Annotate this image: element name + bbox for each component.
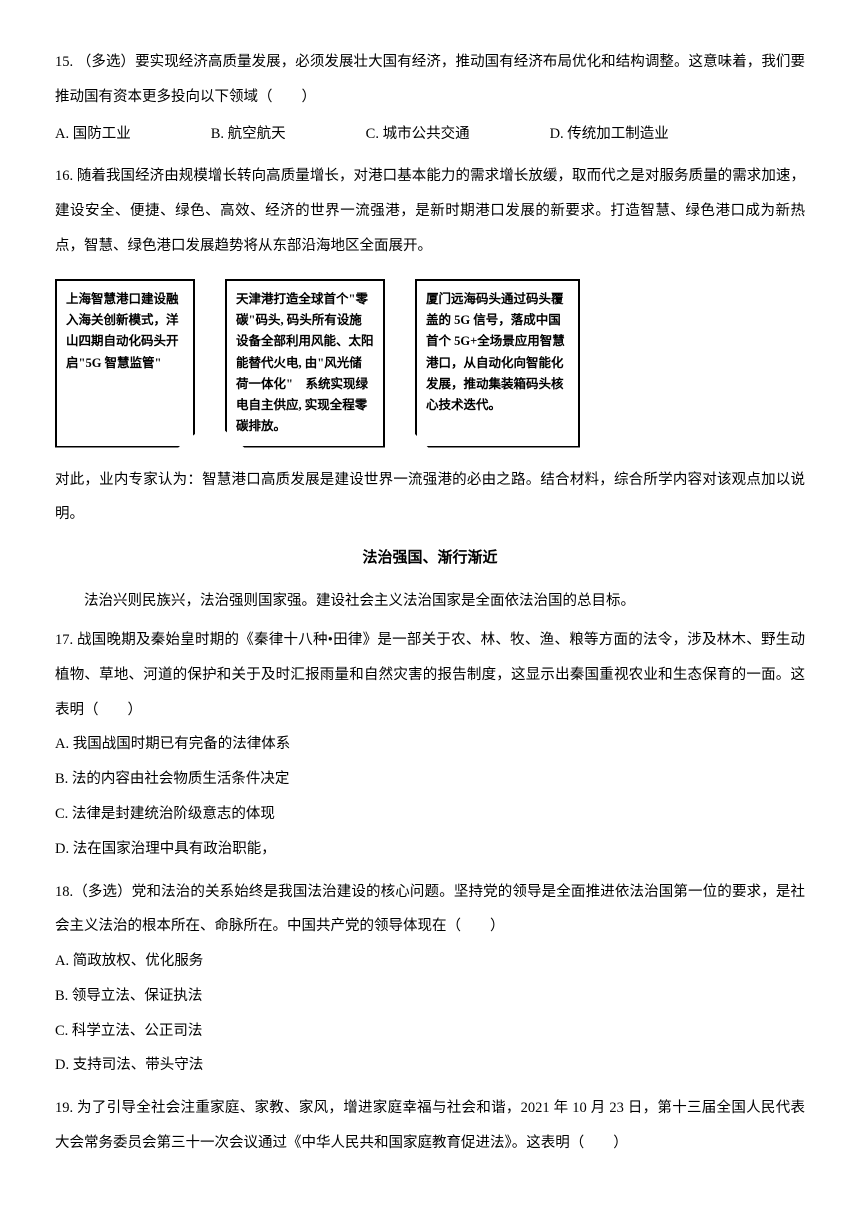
section-intro: 法治兴则民族兴，法治强则国家强。建设社会主义法治国家是全面依法治国的总目标。 [55,584,805,619]
q18-options: A. 简政放权、优化服务 B. 领导立法、保证执法 C. 科学立法、公正司法 D… [55,944,805,1083]
q18-opt-b: B. 领导立法、保证执法 [55,979,805,1014]
card-shanghai: 上海智慧港口建设融入海关创新模式，洋山四期自动化码头开启"5G 智慧监管" [55,279,195,448]
question-16: 16. 随着我国经济由规模增长转向高质量增长，对港口基本能力的需求增长放缓，取而… [55,159,805,532]
info-cards: 上海智慧港口建设融入海关创新模式，洋山四期自动化码头开启"5G 智慧监管" 天津… [55,279,805,448]
q17-options: A. 我国战国时期已有完备的法律体系 B. 法的内容由社会物质生活条件决定 C.… [55,727,805,866]
card-tianjin: 天津港打造全球首个"零碳"码头, 码头所有设施设备全部利用风能、太阳能替代火电,… [225,279,385,448]
q18-opt-a: A. 简政放权、优化服务 [55,944,805,979]
q15-options: A. 国防工业 B. 航空航天 C. 城市公共交通 D. 传统加工制造业 [55,117,805,152]
q16-followup: 对此，业内专家认为：智慧港口高质发展是建设世界一流强港的必由之路。结合材料，综合… [55,463,805,533]
q15-opt-a: A. 国防工业 [55,117,131,152]
q17-opt-c: C. 法律是封建统治阶级意志的体现 [55,797,805,832]
q16-text: 16. 随着我国经济由规模增长转向高质量增长，对港口基本能力的需求增长放缓，取而… [55,159,805,263]
q17-text: 17. 战国晚期及秦始皇时期的《秦律十八种•田律》是一部关于农、林、牧、渔、粮等… [55,623,805,727]
q15-opt-b: B. 航空航天 [211,117,286,152]
q17-opt-a: A. 我国战国时期已有完备的法律体系 [55,727,805,762]
section-title: 法治强国、渐行渐近 [55,540,805,576]
question-19: 19. 为了引导全社会注重家庭、家教、家风，增进家庭幸福与社会和谐，2021 年… [55,1091,805,1161]
q15-opt-d: D. 传统加工制造业 [550,117,669,152]
q17-opt-d: D. 法在国家治理中具有政治职能， [55,832,805,867]
q18-text: 18.（多选）党和法治的关系始终是我国法治建设的核心问题。坚持党的领导是全面推进… [55,875,805,945]
q15-text: 15. （多选）要实现经济高质量发展，必须发展壮大国有经济，推动国有经济布局优化… [55,45,805,115]
question-18: 18.（多选）党和法治的关系始终是我国法治建设的核心问题。坚持党的领导是全面推进… [55,875,805,1084]
card-xiamen: 厦门远海码头通过码头覆盖的 5G 信号，落成中国首个 5G+全场景应用智慧港口，… [415,279,580,448]
q19-text: 19. 为了引导全社会注重家庭、家教、家风，增进家庭幸福与社会和谐，2021 年… [55,1091,805,1161]
q18-opt-d: D. 支持司法、带头守法 [55,1048,805,1083]
question-17: 17. 战国晚期及秦始皇时期的《秦律十八种•田律》是一部关于农、林、牧、渔、粮等… [55,623,805,867]
q17-opt-b: B. 法的内容由社会物质生活条件决定 [55,762,805,797]
q15-opt-c: C. 城市公共交通 [366,117,470,152]
q18-opt-c: C. 科学立法、公正司法 [55,1014,805,1049]
question-15: 15. （多选）要实现经济高质量发展，必须发展壮大国有经济，推动国有经济布局优化… [55,45,805,151]
